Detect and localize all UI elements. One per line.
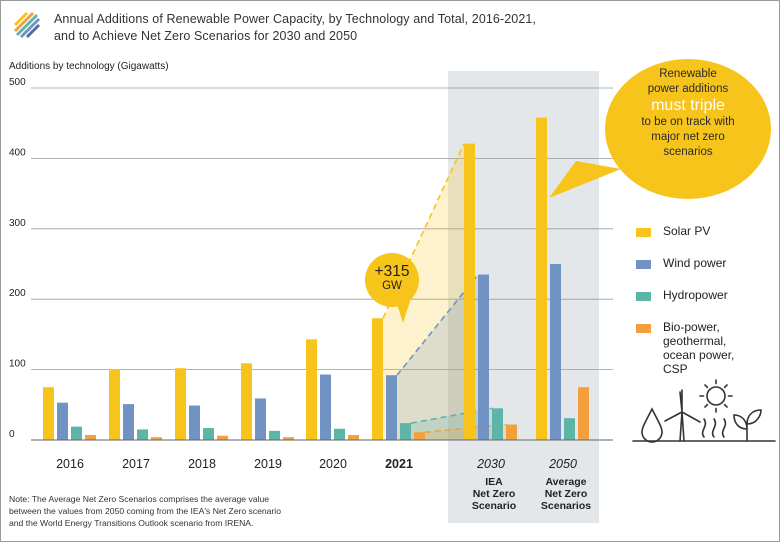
bar-2018-s1	[189, 405, 200, 440]
sprout-icon	[733, 409, 762, 442]
callout-bubble	[605, 59, 771, 199]
heat-wave-2	[721, 418, 727, 438]
callout-pointer	[549, 161, 621, 198]
bar-2016-s2	[71, 426, 82, 440]
bar-2050-s3	[578, 387, 589, 440]
chart-title-line-1: Annual Additions of Renewable Power Capa…	[54, 12, 537, 26]
bar-2030-s3	[506, 424, 517, 440]
bar-2021-s3	[414, 432, 425, 440]
legend-item-bio: Bio-power, geothermal, ocean power, CSP	[636, 320, 776, 384]
y-tick-label-0: 0	[9, 429, 15, 440]
bar-2050-s1	[550, 264, 561, 440]
callout-line-3: to be on track with	[641, 116, 735, 128]
callout-line-1: Renewable	[659, 68, 717, 80]
bar-2016-s1	[57, 402, 68, 440]
legend-item-hydro: Hydropower	[636, 288, 776, 320]
bar-2019-s0	[241, 363, 252, 440]
bar-2021-s0	[372, 318, 383, 440]
sun-ray-1	[723, 384, 728, 389]
increase-badge: +315 GW	[365, 263, 419, 293]
callout-line-5: scenarios	[663, 146, 713, 158]
bar-2017-s3	[151, 437, 162, 440]
bar-2020-s2	[334, 428, 345, 440]
y-tick-label-200: 200	[9, 288, 26, 299]
badge-unit: GW	[382, 280, 402, 292]
projection-line-2	[410, 407, 493, 424]
bar-2021-s2	[400, 423, 411, 440]
y-tick-label-300: 300	[9, 218, 26, 229]
legend: Solar PV Wind power Hydropower Bio-power…	[636, 224, 776, 384]
x-tick-label-2030: 2030	[476, 457, 505, 471]
legend-swatch-wind	[636, 260, 651, 269]
x-tick-label-2018: 2018	[188, 457, 216, 471]
legend-swatch-hydro	[636, 292, 651, 301]
energy-icons-group	[632, 379, 776, 443]
bar-2020-s1	[320, 374, 331, 440]
x-tick-label-2017: 2017	[122, 457, 150, 471]
water-drop-icon	[641, 407, 663, 443]
legend-label-hydro: Hydropower	[663, 288, 728, 302]
badge-circle	[365, 253, 419, 307]
heat-wave-0	[701, 418, 707, 438]
legend-label-solar: Solar PV	[663, 224, 711, 238]
bar-2050-s2	[564, 418, 575, 440]
sun-ray-5	[704, 403, 709, 408]
sun-icon	[706, 386, 726, 406]
y-tick-label-500: 500	[9, 77, 26, 88]
bar-2019-s1	[255, 398, 266, 440]
legend-label-wind: Wind power	[663, 256, 727, 270]
bar-2018-s0	[175, 368, 186, 440]
wind-turbine-icon	[664, 389, 701, 442]
callout-line-4: major net zero	[651, 131, 725, 143]
projection-area-0	[383, 143, 464, 440]
bar-2017-s1	[123, 404, 134, 440]
bar-2017-s2	[137, 429, 148, 440]
projection-line-1	[396, 274, 479, 376]
bar-2018-s2	[203, 428, 214, 440]
x-tick-label-2019: 2019	[254, 457, 282, 471]
sun-ray-7	[704, 384, 709, 389]
callout-emphasis: must triple	[651, 97, 725, 114]
callout-text: Renewable power additions must triple to…	[613, 67, 763, 160]
x-tick-label-2016: 2016	[56, 457, 84, 471]
bar-2019-s3	[283, 437, 294, 440]
legend-item-solar: Solar PV	[636, 224, 776, 256]
y-tick-label-100: 100	[9, 359, 26, 370]
scenario-label-iea: IEA Net Zero Scenario	[471, 476, 517, 512]
y-tick-label-400: 400	[9, 147, 26, 158]
x-tick-label-2050: 2050	[548, 457, 577, 471]
footnote: Note: The Average Net Zero Scenarios com…	[9, 494, 281, 528]
bar-2018-s3	[217, 435, 228, 440]
scenario-label-average: Average Net Zero Scenarios	[540, 476, 592, 512]
bar-2030-s2	[492, 408, 503, 440]
legend-swatch-bio	[636, 324, 651, 333]
bar-2016-s0	[43, 387, 54, 440]
x-tick-label-2020: 2020	[319, 457, 347, 471]
projection-area-1	[397, 274, 478, 440]
badge-value: +315	[374, 263, 410, 280]
legend-item-wind: Wind power	[636, 256, 776, 288]
bar-2020-s3	[348, 435, 359, 440]
sun-ray-3	[723, 403, 728, 408]
logo-stripes-icon	[13, 11, 41, 39]
bar-2016-s3	[85, 435, 96, 440]
legend-swatch-solar	[636, 228, 651, 237]
chart-title-line-2: and to Achieve Net Zero Scenarios for 20…	[54, 29, 358, 43]
y-axis-label: Additions by technology (Gigawatts)	[9, 61, 169, 72]
bar-2030-s1	[478, 274, 489, 440]
bar-2017-s0	[109, 369, 120, 440]
legend-label-bio: Bio-power, geothermal, ocean power, CSP	[663, 320, 735, 376]
x-tick-label-2021: 2021	[385, 457, 413, 471]
callout-line-2: power additions	[647, 83, 729, 95]
bar-2050-s0	[536, 117, 547, 441]
bar-2019-s2	[269, 430, 280, 440]
bar-2030-s0	[464, 143, 475, 440]
heat-wave-1	[711, 418, 717, 438]
bar-2021-s1	[386, 375, 397, 440]
bar-2020-s0	[306, 339, 317, 440]
